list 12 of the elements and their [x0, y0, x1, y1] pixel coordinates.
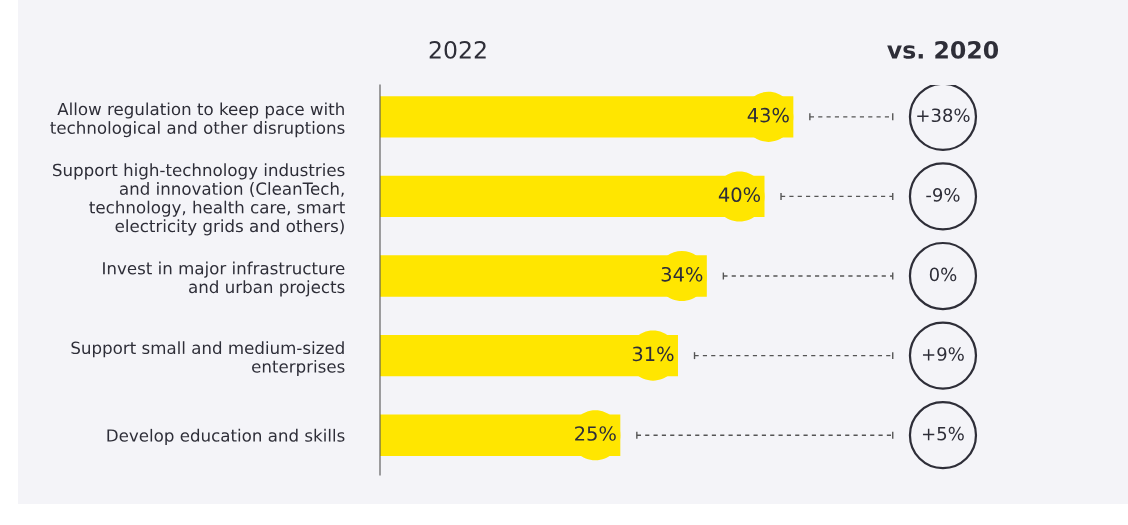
text: +5% — [922, 426, 964, 441]
chart-title: 2022 — [429, 40, 486, 59]
y-tick-label: Invest in major infrastructure and urban projects — [103, 261, 345, 297]
text: +38% — [917, 108, 970, 123]
y-tick-label: Support high-technology industries and innovation (CleanTech, technology, health care, smart electricity grids and others) — [53, 163, 345, 236]
text: 0% — [929, 267, 957, 282]
y-tick-label: Develop education and skills — [107, 428, 345, 445]
text: vs. 2020 — [887, 40, 999, 59]
text: -9% — [926, 188, 960, 202]
y-tick-label: Support small and medium-sized enterprises — [71, 341, 345, 377]
y-tick-label: Allow regulation to keep pace with technological and other disruptions — [50, 102, 345, 138]
text: +9% — [922, 347, 964, 361]
